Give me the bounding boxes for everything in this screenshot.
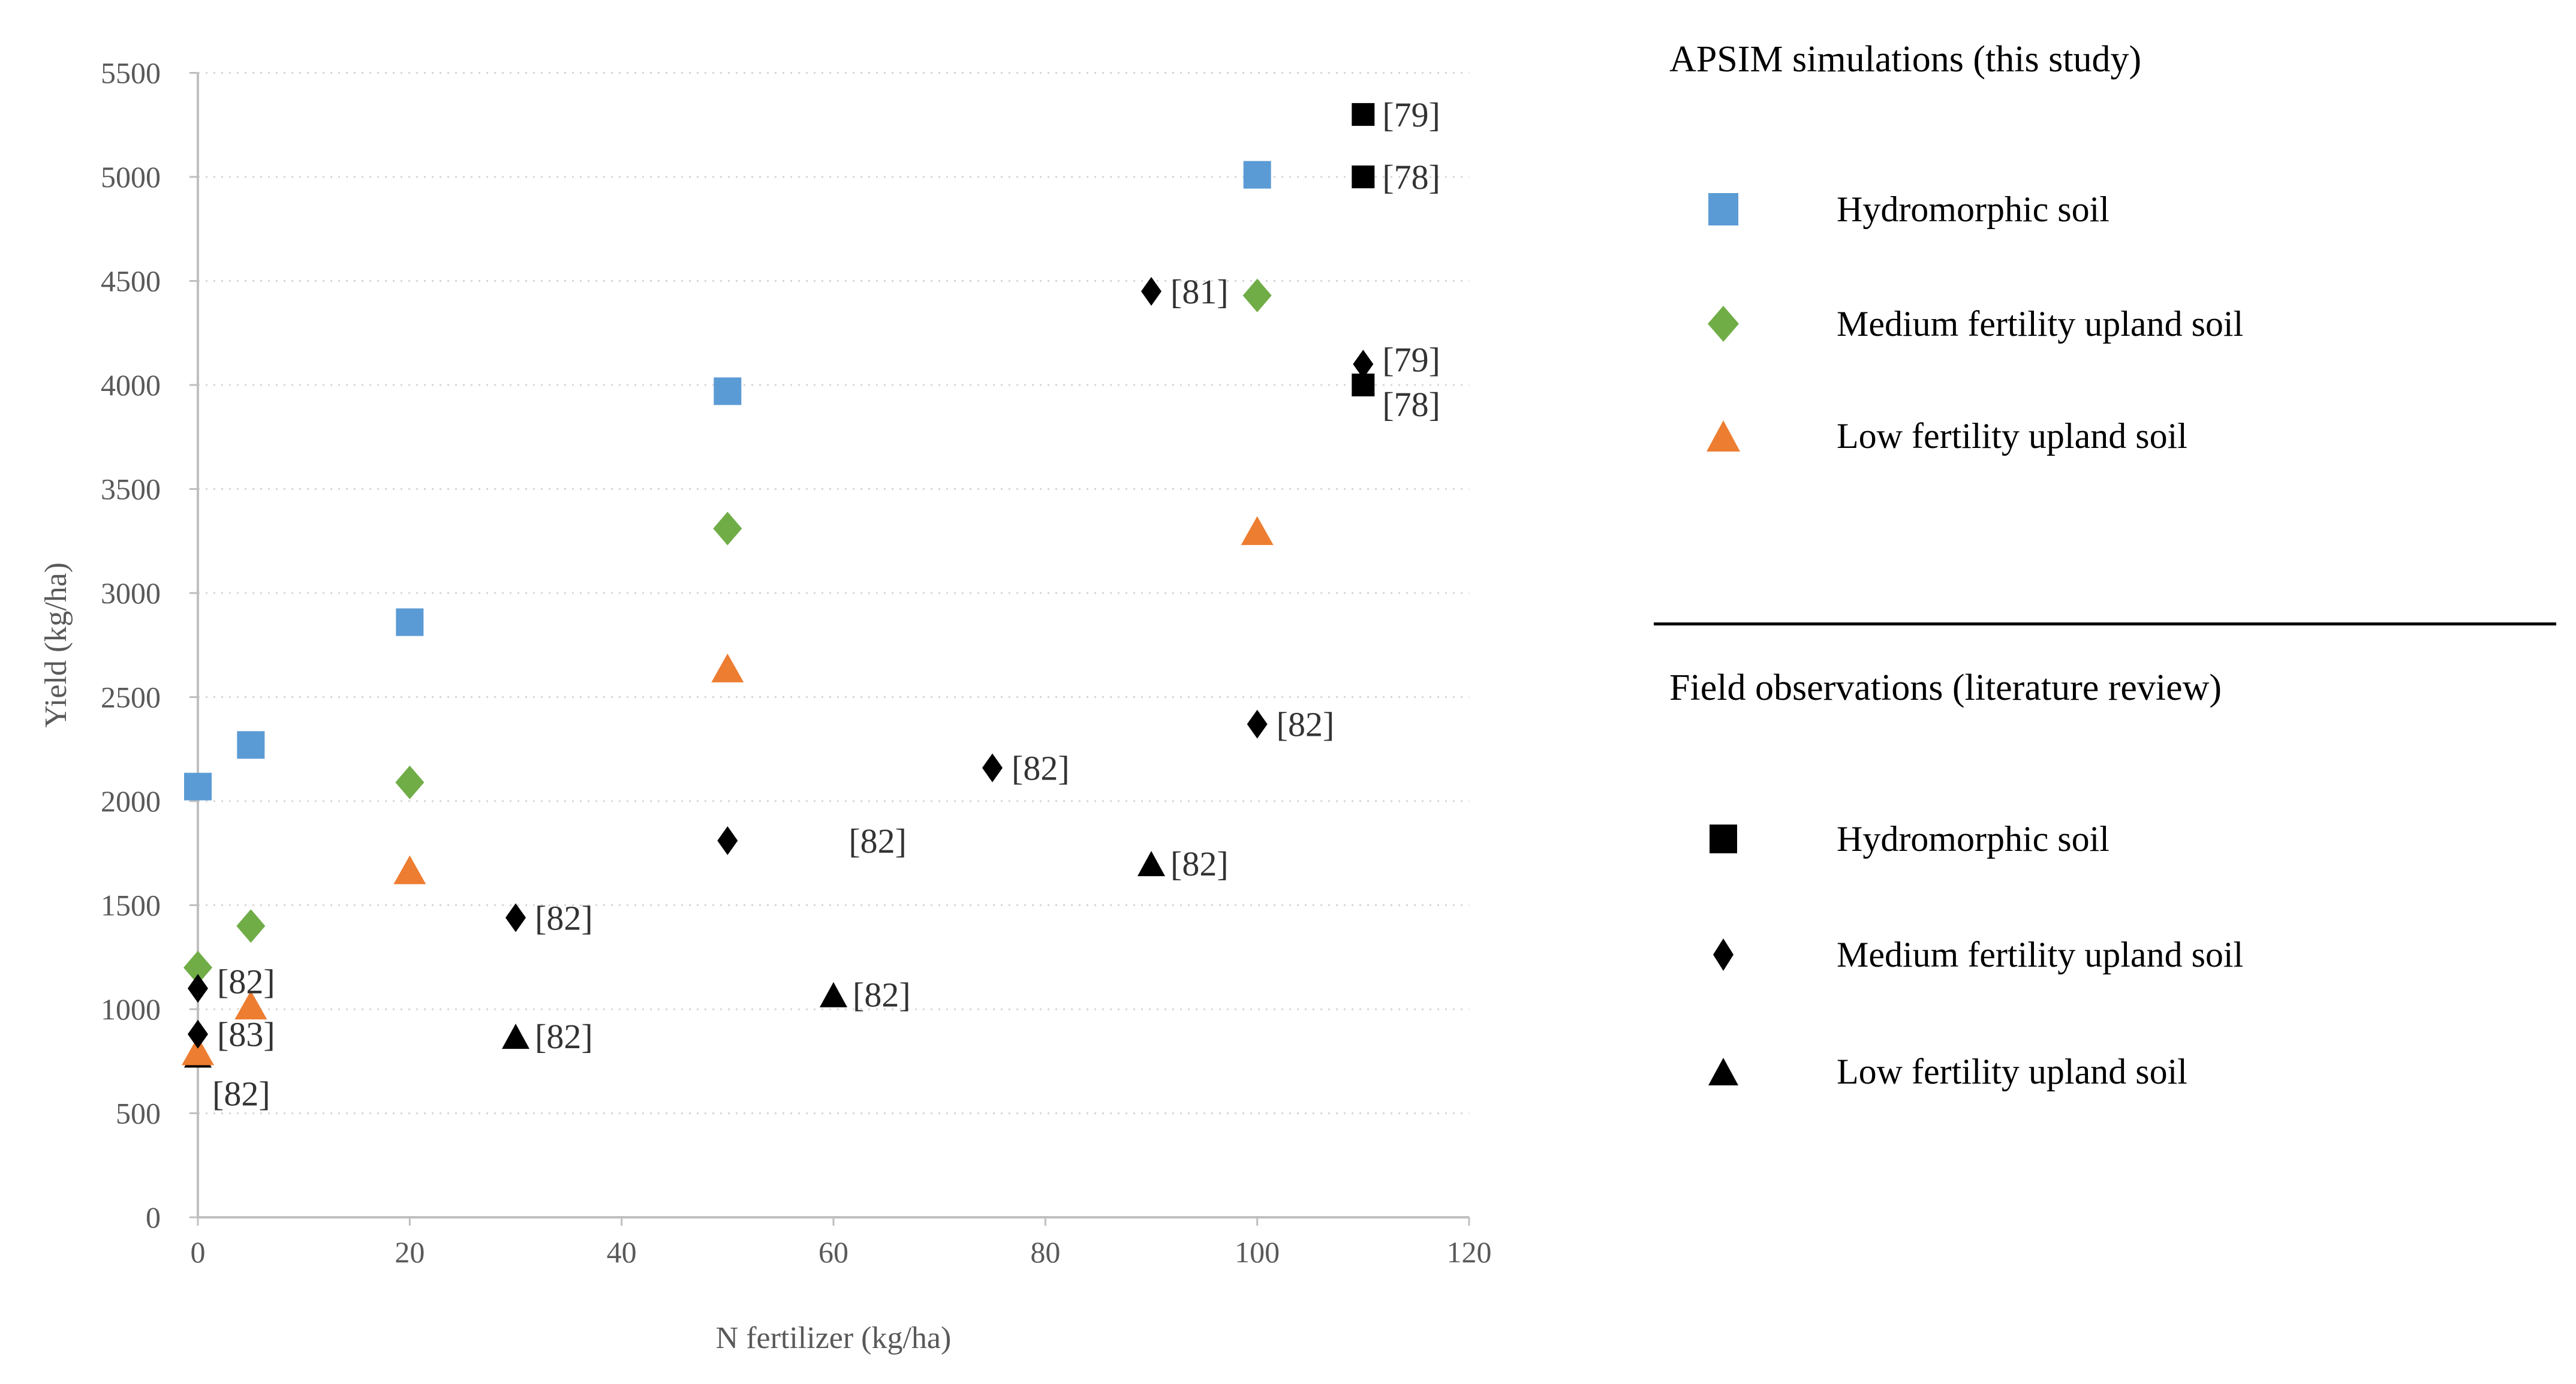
x-tick-label: 60 bbox=[818, 1235, 848, 1269]
y-tick-label: 0 bbox=[146, 1201, 161, 1234]
data-point-citation-label: [82] bbox=[1012, 748, 1070, 787]
data-point-citation-label: [82] bbox=[217, 962, 275, 1001]
legend-label: Medium fertility upland soil bbox=[1837, 934, 2244, 974]
x-tick-label: 80 bbox=[1030, 1235, 1060, 1269]
data-point-marker bbox=[820, 982, 847, 1007]
data-point-citation-label: [78] bbox=[1382, 385, 1440, 424]
legend-label: Medium fertility upland soil bbox=[1837, 303, 2244, 344]
x-axis-title: N fertilizer (kg/ha) bbox=[716, 1321, 952, 1355]
data-point-marker bbox=[393, 855, 426, 884]
legend-label: Low fertility upland soil bbox=[1837, 1051, 2187, 1091]
legend-marker bbox=[1689, 293, 1758, 355]
data-point-citation-label: [82] bbox=[853, 976, 911, 1015]
y-tick-label: 3500 bbox=[101, 473, 161, 506]
data-point-marker bbox=[1352, 103, 1375, 126]
data-point-marker bbox=[395, 765, 425, 799]
data-point-marker bbox=[1243, 161, 1271, 189]
legend-marker bbox=[1689, 1040, 1758, 1103]
triangle-marker-icon bbox=[1706, 420, 1740, 452]
legend-marker bbox=[1689, 808, 1758, 870]
legend-label: Hydromorphic soil bbox=[1837, 189, 2109, 229]
data-point-marker bbox=[1242, 278, 1272, 312]
diamond-shape bbox=[1713, 938, 1734, 971]
data-point-marker bbox=[237, 731, 265, 759]
data-point-marker bbox=[1137, 851, 1165, 877]
legend-field-item-medium-fertility-upland-soil: Medium fertility upland soil bbox=[1689, 923, 2243, 986]
square-shape bbox=[1708, 193, 1738, 225]
data-point-marker bbox=[1353, 350, 1374, 379]
legend-marker bbox=[1689, 405, 1758, 467]
legend-label: Low fertility upland soil bbox=[1837, 416, 2187, 456]
y-axis-title: Yield (kg/ha) bbox=[39, 562, 73, 728]
diamond-shape bbox=[1707, 306, 1739, 342]
data-point-marker bbox=[502, 1024, 529, 1049]
y-tick-label: 1000 bbox=[101, 992, 161, 1026]
data-point-citation-label: [78] bbox=[1382, 158, 1440, 197]
triangle-marker-icon bbox=[1708, 1058, 1738, 1085]
data-point-citation-label: [82] bbox=[1170, 844, 1229, 883]
legend-label: Hydromorphic soil bbox=[1837, 819, 2109, 859]
data-point-citation-label: [82] bbox=[535, 1017, 593, 1056]
legend-field-item-low-fertility-upland-soil: Low fertility upland soil bbox=[1689, 1040, 2187, 1103]
data-point-citation-label: [79] bbox=[1382, 95, 1440, 134]
scatter-chart: 0500100015002000250030003500400045005000… bbox=[39, 56, 1492, 1356]
square-marker-icon bbox=[1709, 825, 1737, 853]
legend-title-simulations: APSIM simulations (this study) bbox=[1669, 39, 2142, 80]
y-tick-label: 4000 bbox=[101, 368, 161, 402]
data-point-marker bbox=[1352, 166, 1375, 188]
data-point-marker bbox=[188, 974, 208, 1003]
legend-sim-item-medium-fertility-upland-soil: Medium fertility upland soil bbox=[1689, 293, 2243, 355]
triangle-shape bbox=[1706, 420, 1740, 452]
data-point-marker bbox=[188, 1019, 208, 1049]
x-tick-label: 100 bbox=[1235, 1235, 1280, 1269]
data-point-citation-label: [82] bbox=[535, 898, 593, 937]
legend-sim-item-low-fertility-upland-soil: Low fertility upland soil bbox=[1689, 405, 2187, 467]
data-point-marker bbox=[1247, 709, 1268, 739]
square-shape bbox=[1709, 825, 1737, 853]
y-tick-label: 1500 bbox=[101, 889, 161, 922]
y-tick-label: 4500 bbox=[101, 264, 161, 298]
data-point-marker bbox=[236, 909, 266, 943]
x-tick-label: 120 bbox=[1447, 1235, 1492, 1269]
legend-field-item-hydromorphic-soil: Hydromorphic soil bbox=[1689, 808, 2109, 870]
x-tick-label: 20 bbox=[395, 1235, 425, 1269]
y-tick-label: 500 bbox=[116, 1097, 161, 1130]
x-tick-label: 40 bbox=[607, 1235, 637, 1269]
data-point-marker bbox=[183, 950, 212, 985]
diamond-marker-icon bbox=[1713, 938, 1734, 971]
legend-divider bbox=[1654, 622, 2556, 625]
diamond-marker-icon bbox=[1707, 306, 1739, 342]
data-point-citation-label: [83] bbox=[217, 1015, 275, 1054]
data-point-marker bbox=[396, 608, 424, 636]
data-point-citation-label: [81] bbox=[1170, 272, 1229, 311]
y-tick-label: 2500 bbox=[101, 681, 161, 714]
y-tick-label: 5500 bbox=[101, 56, 161, 90]
legend-title-field-observations: Field observations (literature review) bbox=[1669, 667, 2222, 708]
data-point-citation-label: [82] bbox=[848, 822, 907, 861]
data-point-citation-label: [82] bbox=[1277, 705, 1335, 744]
data-point-marker bbox=[714, 377, 742, 405]
data-point-marker bbox=[711, 653, 744, 682]
y-tick-label: 2000 bbox=[101, 784, 161, 818]
y-tick-label: 3000 bbox=[101, 576, 161, 610]
data-point-citation-label: [79] bbox=[1382, 340, 1440, 379]
x-tick-label: 0 bbox=[191, 1235, 206, 1269]
legend-marker bbox=[1689, 178, 1758, 240]
data-point-marker bbox=[717, 826, 738, 855]
legend-sim-item-hydromorphic-soil: Hydromorphic soil bbox=[1689, 178, 2109, 240]
data-point-marker bbox=[1241, 516, 1274, 545]
data-point-marker bbox=[184, 772, 212, 801]
data-point-marker bbox=[1141, 276, 1161, 306]
legend-marker bbox=[1689, 923, 1758, 986]
triangle-shape bbox=[1708, 1058, 1738, 1085]
data-point-marker bbox=[505, 903, 526, 932]
square-marker-icon bbox=[1708, 193, 1738, 225]
data-point-marker bbox=[182, 1036, 214, 1066]
data-point-citation-label: [82] bbox=[212, 1074, 270, 1113]
data-point-marker bbox=[234, 991, 267, 1020]
y-tick-label: 5000 bbox=[101, 160, 161, 194]
data-point-marker bbox=[982, 753, 1003, 783]
data-point-marker bbox=[713, 512, 742, 546]
